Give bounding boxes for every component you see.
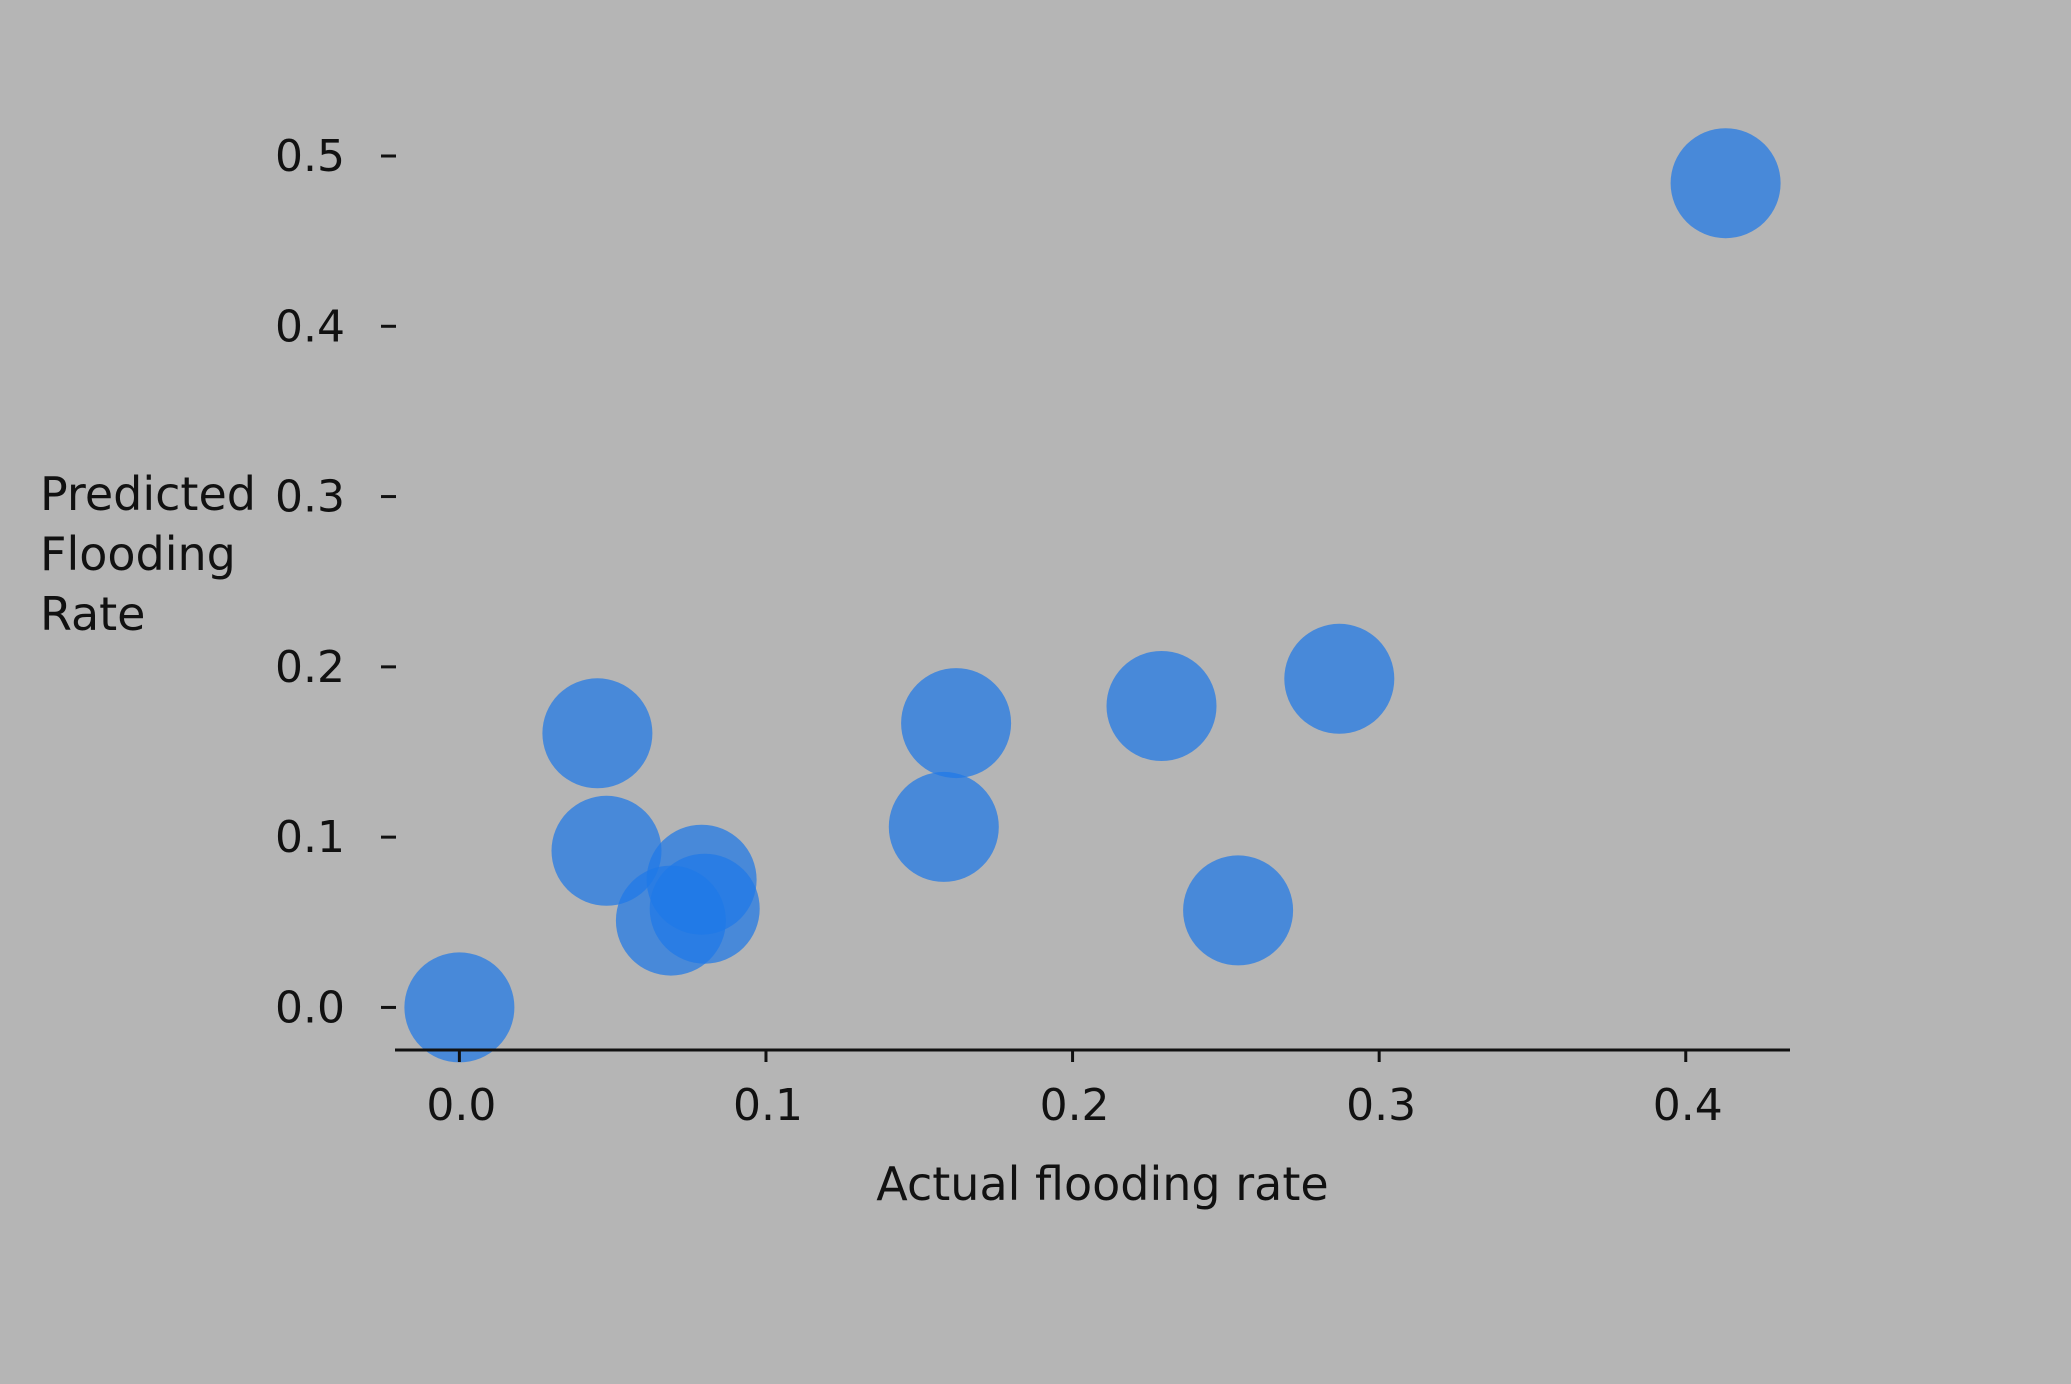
- y-axis-title-line-3: Rate: [40, 587, 145, 641]
- x-tick-label-2: 0.2: [1040, 1080, 1110, 1131]
- y-axis-title-line-2: Flooding: [40, 527, 236, 581]
- y-axis-title: Predicted Flooding Rate: [40, 467, 256, 641]
- y-axis-ticks: 0.0 0.1 0.2 0.3 0.4 0.5: [275, 131, 396, 1033]
- data-point-11: [1284, 623, 1395, 734]
- y-tick-label-3: 0.3: [275, 472, 345, 523]
- y-tick-label-0: 0.0: [275, 982, 345, 1033]
- data-point-6: [649, 853, 760, 964]
- y-tick-label-4: 0.4: [275, 301, 345, 352]
- data-point-7: [888, 771, 999, 882]
- y-tick-label-1: 0.1: [275, 812, 345, 863]
- data-point-8: [901, 668, 1012, 779]
- data-point-12: [1670, 128, 1781, 239]
- y-tick-label-5: 0.5: [275, 131, 345, 182]
- x-axis-title: Actual flooding rate: [876, 1157, 1328, 1211]
- x-tick-label-3: 0.3: [1346, 1080, 1416, 1131]
- data-point-9: [1106, 651, 1217, 761]
- x-tick-label-0: 0.0: [426, 1080, 496, 1131]
- points-layer: [404, 128, 1781, 1063]
- x-axis-ticks: 0.0 0.1 0.2 0.3 0.4: [426, 1050, 1723, 1131]
- x-tick-label-1: 0.1: [733, 1080, 803, 1131]
- data-point-2: [542, 678, 653, 789]
- data-point-1: [404, 952, 515, 1063]
- y-axis-title-line-1: Predicted: [40, 467, 256, 521]
- x-tick-label-4: 0.4: [1653, 1080, 1723, 1131]
- y-tick-label-2: 0.2: [275, 642, 345, 693]
- data-point-10: [1183, 855, 1294, 966]
- data-point-3: [551, 795, 662, 906]
